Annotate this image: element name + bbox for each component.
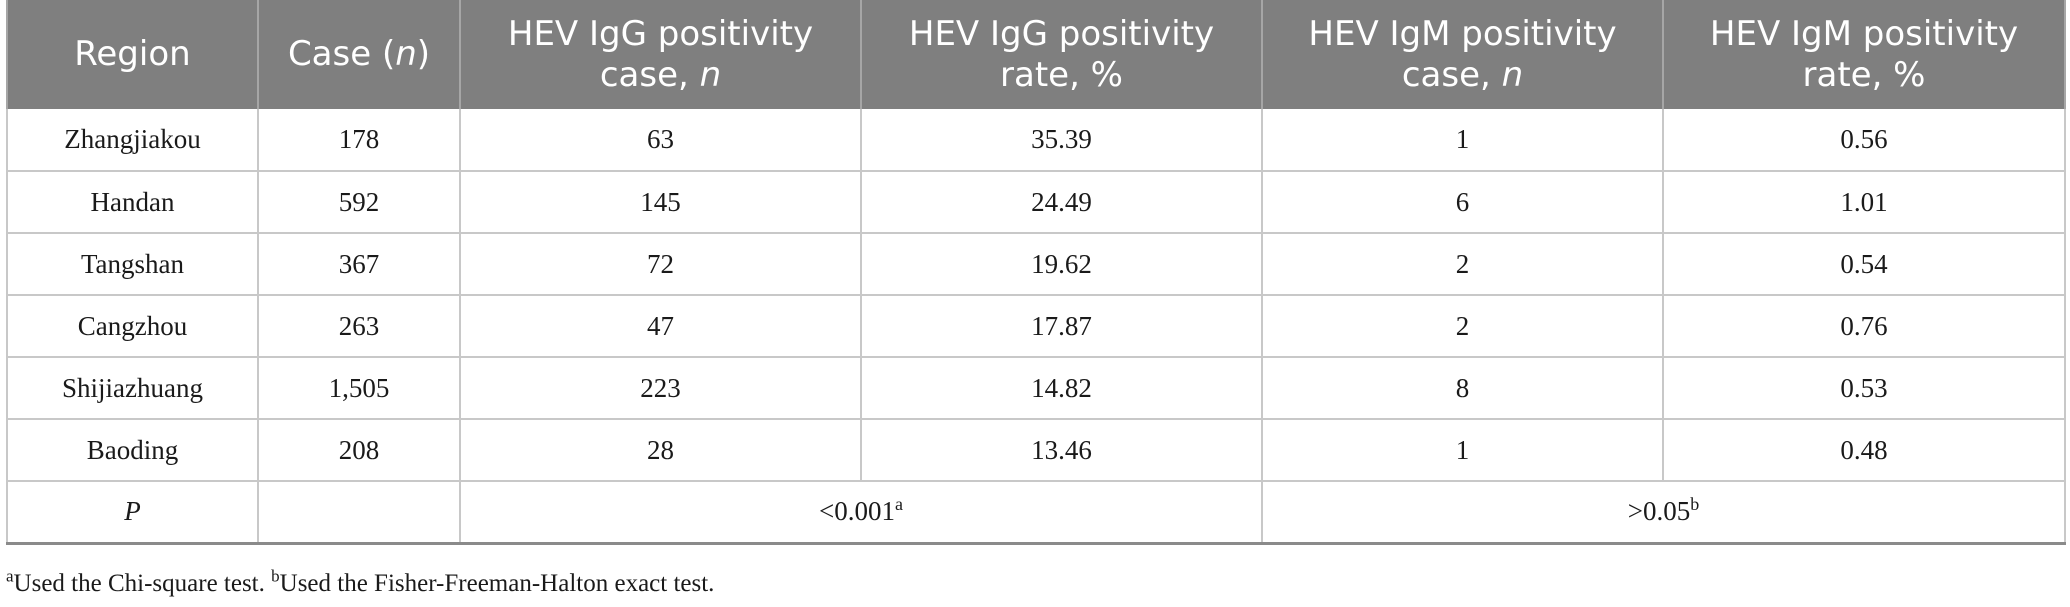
cell-igg-rate: 19.62 <box>860 232 1263 296</box>
table-row: Baoding 208 28 13.46 1 0.48 <box>6 418 2066 482</box>
cell-igm-case: 6 <box>1261 170 1664 234</box>
footnote-text-b: Used the Fisher-Freeman-Halton exact tes… <box>279 570 715 597</box>
cell-igm-case: 2 <box>1261 294 1664 358</box>
cell-igm-case: 8 <box>1261 356 1664 420</box>
table-row: Cangzhou 263 47 17.87 2 0.76 <box>6 294 2066 358</box>
cell-igg-case: 223 <box>459 356 862 420</box>
table-row: Shijiazhuang 1,505 223 14.82 8 0.53 <box>6 356 2066 420</box>
cell-region: Zhangjiakou <box>6 109 259 172</box>
cell-igg-case: 72 <box>459 232 862 296</box>
header-igg-case: HEV IgG positivity case, n <box>459 0 862 109</box>
p-empty-cell <box>257 480 461 545</box>
results-table-container: Region Case (n) HEV IgG positivity case, … <box>6 0 2066 545</box>
p-label: P <box>6 480 259 545</box>
cell-igm-rate: 0.53 <box>1662 356 2066 420</box>
p-igg-footnote-mark: a <box>894 494 903 515</box>
cell-igg-rate: 14.82 <box>860 356 1263 420</box>
cell-case: 1,505 <box>257 356 461 420</box>
cell-igg-rate: 13.46 <box>860 418 1263 482</box>
cell-region: Tangshan <box>6 232 259 296</box>
p-igm-value: >0.05 <box>1627 496 1691 527</box>
cell-case: 263 <box>257 294 461 358</box>
table-row: Tangshan 367 72 19.62 2 0.54 <box>6 232 2066 296</box>
cell-igm-case: 1 <box>1261 418 1664 482</box>
cell-igg-rate: 35.39 <box>860 109 1263 172</box>
header-case: Case (n) <box>257 0 461 109</box>
cell-igg-case: 63 <box>459 109 862 172</box>
p-igm-cell: >0.05b <box>1261 480 2066 545</box>
cell-region: Shijiazhuang <box>6 356 259 420</box>
cell-igg-case: 145 <box>459 170 862 234</box>
cell-case: 178 <box>257 109 461 172</box>
cell-igm-rate: 1.01 <box>1662 170 2066 234</box>
p-igg-value: <0.001 <box>819 496 895 527</box>
cell-igm-rate: 0.54 <box>1662 232 2066 296</box>
header-row: Region Case (n) HEV IgG positivity case, … <box>6 0 2066 109</box>
header-igm-case: HEV IgM positivity case, n <box>1261 0 1664 109</box>
table-row: Zhangjiakou 178 63 35.39 1 0.56 <box>6 109 2066 172</box>
cell-igg-case: 47 <box>459 294 862 358</box>
p-igm-footnote-mark: b <box>1690 494 1700 515</box>
cell-region: Handan <box>6 170 259 234</box>
hev-positivity-table: Region Case (n) HEV IgG positivity case, … <box>6 0 2066 545</box>
table-footnote: aUsed the Chi-square test. bUsed the Fis… <box>6 566 715 598</box>
cell-igm-rate: 0.56 <box>1662 109 2066 172</box>
cell-igg-rate: 17.87 <box>860 294 1263 358</box>
p-value-row: P <0.001a >0.05b <box>6 480 2066 545</box>
cell-region: Baoding <box>6 418 259 482</box>
cell-region: Cangzhou <box>6 294 259 358</box>
footnote-text-a: Used the Chi-square test. <box>13 570 272 597</box>
table-row: Handan 592 145 24.49 6 1.01 <box>6 170 2066 234</box>
header-igg-rate: HEV IgG positivity rate, % <box>860 0 1263 109</box>
header-region: Region <box>6 0 259 109</box>
cell-igm-case: 2 <box>1261 232 1664 296</box>
header-igm-rate: HEV IgM positivity rate, % <box>1662 0 2066 109</box>
cell-case: 367 <box>257 232 461 296</box>
cell-igm-rate: 0.48 <box>1662 418 2066 482</box>
cell-igm-case: 1 <box>1261 109 1664 172</box>
cell-case: 208 <box>257 418 461 482</box>
footnote-mark-b: b <box>271 566 280 586</box>
cell-igm-rate: 0.76 <box>1662 294 2066 358</box>
cell-igg-case: 28 <box>459 418 862 482</box>
cell-igg-rate: 24.49 <box>860 170 1263 234</box>
cell-case: 592 <box>257 170 461 234</box>
footnote-mark-a: a <box>6 566 14 586</box>
p-igg-cell: <0.001a <box>459 480 1263 545</box>
